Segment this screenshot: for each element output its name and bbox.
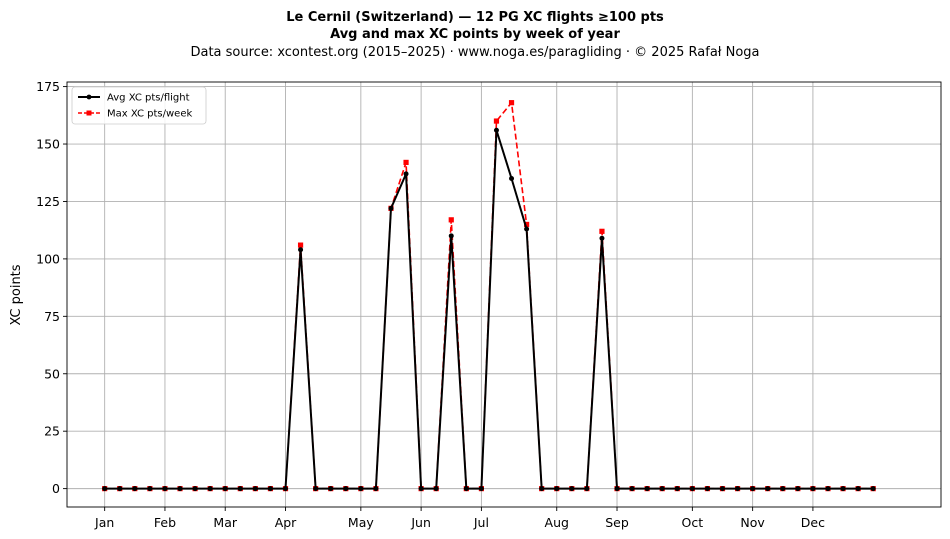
- data-point: [132, 486, 138, 492]
- data-point: [433, 486, 439, 492]
- data-point: [252, 486, 258, 492]
- legend-label: Max XC pts/week: [107, 109, 192, 120]
- data-point: [840, 486, 846, 492]
- data-point: [720, 486, 725, 492]
- x-tick-label: May: [348, 515, 374, 530]
- x-tick-label: Apr: [275, 515, 297, 530]
- data-point: [283, 486, 288, 492]
- tick-layer: 0 25 50 75 100 125 150 175 Jan Feb Mar Apr May Jun Jul…: [36, 79, 825, 530]
- chart-subtitle: Avg and max XC points by week of year: [330, 27, 620, 42]
- data-point: [855, 486, 861, 492]
- data-point: [569, 486, 575, 492]
- data-point: [524, 221, 530, 228]
- data-point: [629, 486, 635, 492]
- data-point: [237, 486, 243, 492]
- data-point: [403, 159, 409, 166]
- data-point: [388, 205, 394, 211]
- grid-layer: [67, 82, 941, 507]
- data-point: [659, 486, 665, 492]
- data-point: [780, 486, 786, 492]
- y-tick-label: 125: [36, 194, 60, 209]
- x-tick-label: Feb: [154, 515, 176, 530]
- y-tick-label: 75: [44, 309, 60, 324]
- x-tick-label: Oct: [682, 515, 704, 530]
- data-point: [102, 486, 108, 492]
- data-point: [614, 486, 620, 492]
- data-point: [448, 217, 454, 223]
- data-point: [463, 486, 469, 492]
- data-point: [825, 486, 831, 492]
- legend-item: Max XC pts/week: [78, 109, 192, 120]
- chart-source-line: Data source: xcontest.org (2015–2025) · …: [190, 45, 759, 60]
- data-point: [177, 486, 183, 492]
- x-tick-label: Aug: [545, 515, 569, 530]
- data-point: [765, 486, 771, 492]
- data-point: [192, 486, 198, 492]
- series-layer: [102, 100, 876, 492]
- data-point: [448, 233, 454, 239]
- data-point: [599, 228, 605, 234]
- data-point: [599, 235, 605, 241]
- data-point: [795, 486, 801, 492]
- data-point: [373, 486, 379, 492]
- data-point: [298, 247, 304, 253]
- legend-label: Avg XC pts/flight: [107, 93, 190, 104]
- data-point: [689, 486, 695, 492]
- data-point: [478, 486, 484, 492]
- axes-layer: [66, 81, 942, 508]
- data-point: [403, 171, 409, 177]
- data-point: [328, 486, 334, 492]
- legend-box: [71, 86, 207, 125]
- plot-frame: [66, 81, 942, 508]
- data-point: [493, 127, 499, 133]
- y-tick-label: 25: [44, 424, 60, 439]
- data-point: [222, 486, 228, 492]
- data-point: [750, 486, 756, 492]
- series-avg: [102, 127, 876, 492]
- data-point: [117, 486, 123, 492]
- data-point: [418, 486, 424, 492]
- data-point: [870, 486, 876, 492]
- data-point: [297, 242, 304, 248]
- legend-marker: [86, 110, 92, 116]
- legend: Avg XC pts/flight Max XC pts/week: [71, 86, 207, 125]
- series-line: [104, 129, 874, 490]
- y-tick-label: 175: [36, 79, 60, 94]
- data-point: [493, 118, 500, 124]
- data-point: [267, 486, 273, 492]
- x-tick-label: Jan: [94, 515, 114, 530]
- data-point: [524, 226, 530, 232]
- data-point: [584, 486, 590, 492]
- y-tick-label: 50: [44, 366, 60, 381]
- data-point: [313, 486, 319, 492]
- x-tick-label: Sep: [605, 515, 629, 530]
- x-tick-label: Nov: [740, 515, 765, 530]
- data-point: [207, 486, 213, 492]
- chart-title: Le Cernil (Switzerland) — 12 PG XC fligh…: [286, 10, 664, 25]
- x-tick-label: Jul: [473, 515, 489, 530]
- x-tick-label: Jun: [410, 515, 431, 530]
- data-point: [343, 486, 349, 492]
- y-tick-label: 150: [36, 137, 60, 152]
- x-tick-label: Mar: [213, 515, 237, 530]
- data-point: [508, 100, 515, 106]
- data-point: [162, 486, 168, 492]
- data-point: [539, 486, 545, 492]
- data-point: [644, 486, 650, 492]
- y-tick-label: 100: [36, 251, 60, 266]
- y-axis-label: XC points: [9, 264, 24, 325]
- data-point: [674, 486, 680, 492]
- data-point: [735, 486, 741, 492]
- y-tick-label: 0: [52, 481, 60, 496]
- legend-marker: [86, 94, 92, 100]
- legend-item: Avg XC pts/flight: [78, 93, 190, 104]
- data-point: [147, 486, 153, 492]
- data-point: [810, 486, 816, 492]
- data-point: [704, 486, 710, 492]
- data-point: [358, 486, 364, 492]
- x-tick-label: Dec: [801, 515, 825, 530]
- data-point: [554, 486, 560, 492]
- data-point: [509, 175, 515, 181]
